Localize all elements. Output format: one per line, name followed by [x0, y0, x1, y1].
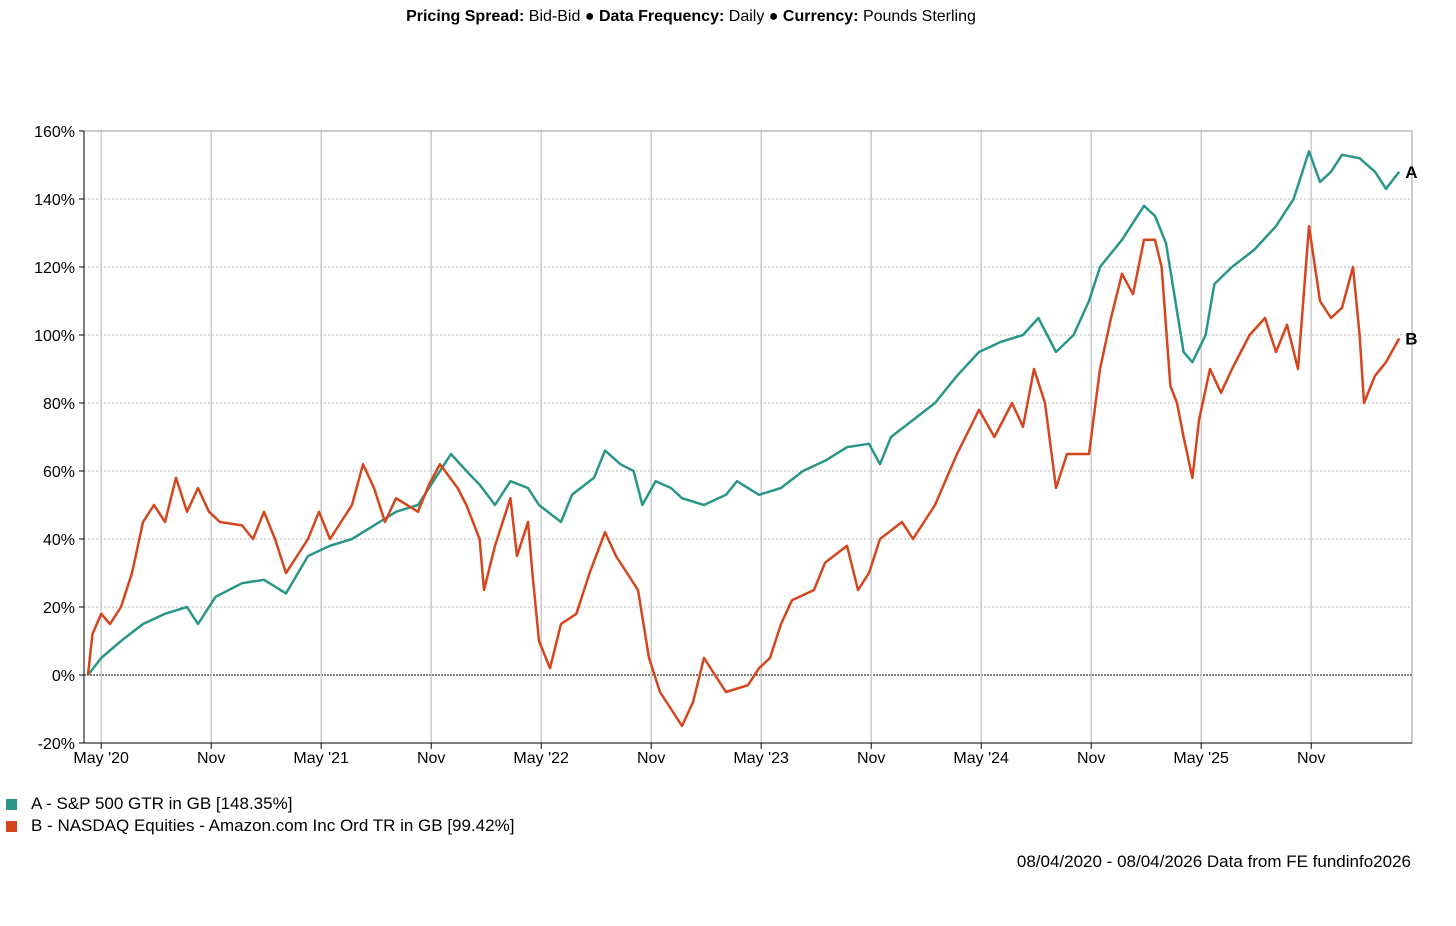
legend-swatch-a	[6, 798, 17, 810]
y-tick-label: 40%	[43, 532, 75, 549]
separator-dot: ●	[584, 8, 595, 25]
data-source-footer: 08/04/2020 - 08/04/2026 Data from FE fun…	[1016, 852, 1411, 871]
x-tick-label: May '20	[73, 750, 129, 767]
x-tick-label: Nov	[417, 750, 445, 767]
pricing-value: Bid-Bid	[528, 8, 581, 25]
legend-label-b: B - NASDAQ Equities - Amazon.com Inc Ord…	[31, 816, 515, 835]
x-tick-label: Nov	[197, 750, 225, 767]
x-tick-label: May '24	[953, 750, 1009, 767]
x-tick-label: Nov	[1077, 750, 1105, 767]
legend-item-b: B - NASDAQ Equities - Amazon.com Inc Ord…	[6, 815, 514, 837]
y-tick-label: 120%	[34, 260, 75, 277]
currency-value: Pounds Sterling	[862, 8, 976, 25]
currency-label: Currency:	[782, 8, 859, 25]
frequency-label: Data Frequency:	[598, 8, 725, 25]
legend-item-a: A - S&P 500 GTR in GB [148.35%]	[6, 793, 514, 815]
series-line-a	[87, 150, 1401, 676]
y-tick-label: 0%	[52, 668, 75, 685]
series-end-label: B	[1405, 329, 1417, 348]
x-tick-label: May '22	[513, 750, 569, 767]
legend: A - S&P 500 GTR in GB [148.35%] B - NASD…	[6, 793, 514, 837]
pricing-label: Pricing Spread:	[406, 8, 525, 25]
y-tick-label: 80%	[43, 396, 75, 413]
chart-header: Pricing Spread: Bid-Bid ● Data Frequency…	[0, 8, 1382, 26]
x-tick-label: May '23	[733, 750, 789, 767]
separator-dot: ●	[768, 8, 779, 25]
x-tick-label: Nov	[1297, 750, 1325, 767]
series-end-label: A	[1405, 163, 1417, 182]
y-tick-label: 140%	[34, 192, 75, 209]
line-chart: 160%140%120%100%80%60%40%20%0%-20%May '2…	[34, 124, 1417, 767]
legend-swatch-b	[6, 820, 17, 832]
series-lines	[86, 150, 1401, 728]
tick-labels: 160%140%120%100%80%60%40%20%0%-20%May '2…	[34, 124, 1417, 767]
frequency-value: Daily	[728, 8, 765, 25]
y-tick-label: -20%	[38, 736, 75, 753]
grid	[84, 131, 1412, 743]
legend-label-a: A - S&P 500 GTR in GB [148.35%]	[31, 794, 293, 813]
x-tick-label: May '25	[1173, 750, 1229, 767]
y-tick-label: 160%	[34, 124, 75, 141]
plot-frame	[83, 130, 1413, 744]
y-tick-label: 20%	[43, 600, 75, 617]
y-tick-label: 60%	[43, 464, 75, 481]
x-tick-label: Nov	[637, 750, 665, 767]
y-tick-label: 100%	[34, 328, 75, 345]
x-tick-label: Nov	[857, 750, 885, 767]
x-tick-label: May '21	[293, 750, 349, 767]
axes	[79, 130, 1413, 749]
series-line-b	[86, 224, 1401, 728]
